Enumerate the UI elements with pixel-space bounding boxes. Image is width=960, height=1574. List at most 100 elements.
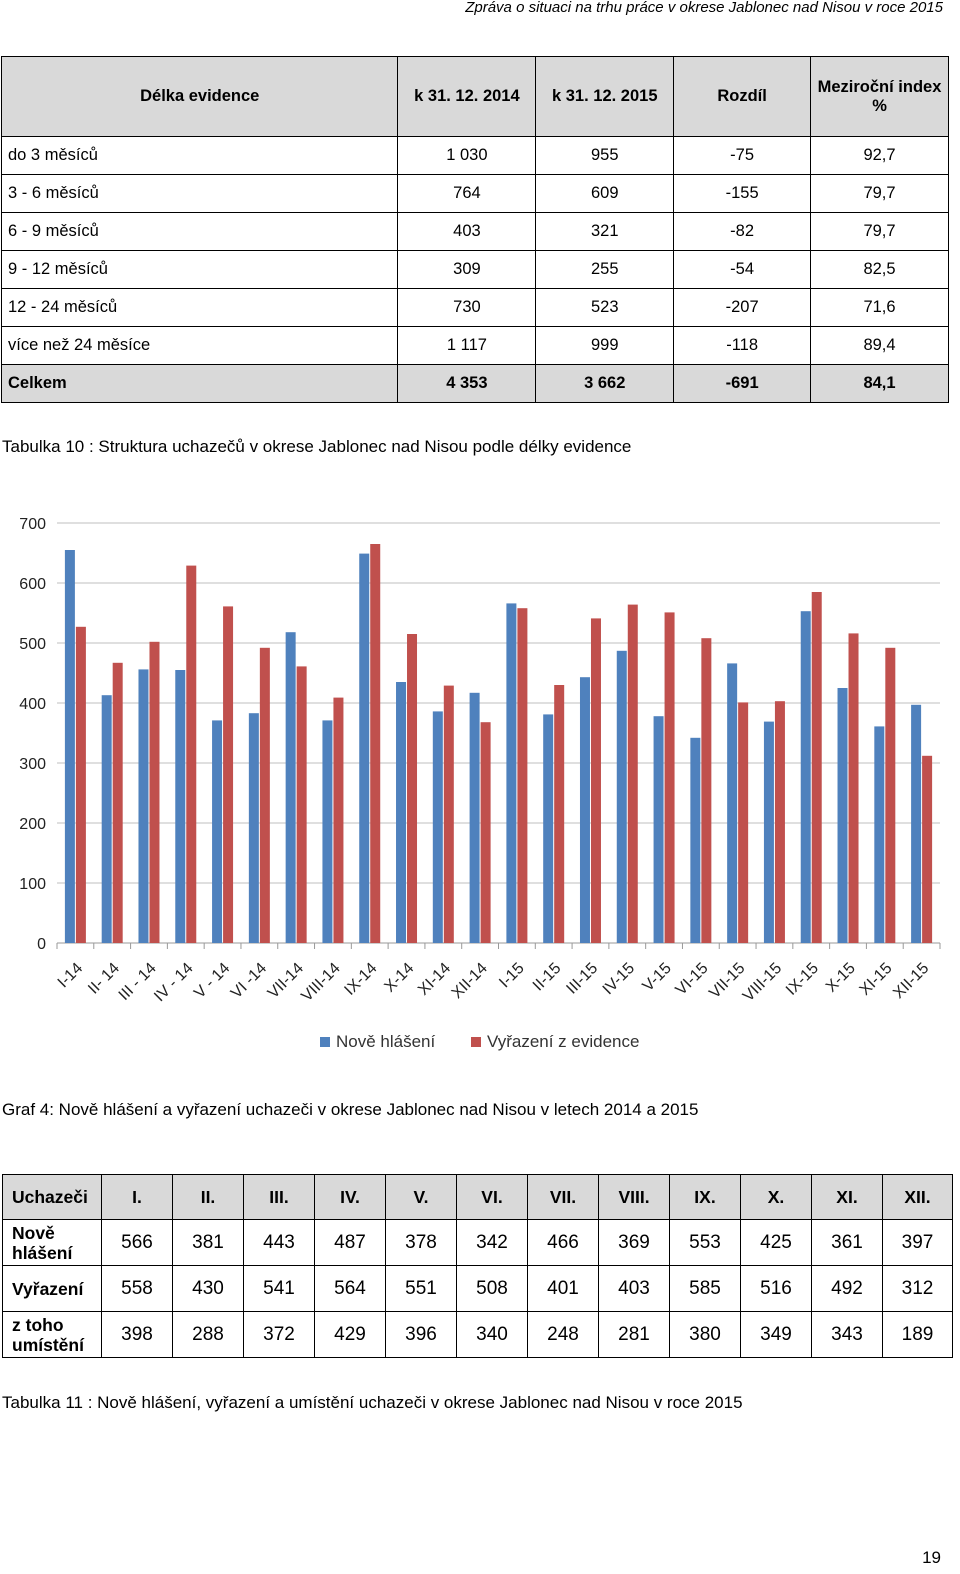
cell: 429 <box>314 1311 386 1358</box>
bar-vyrazeni <box>664 612 675 943</box>
cell: 398 <box>101 1311 173 1358</box>
column-header: IX. <box>669 1174 741 1220</box>
cell: 342 <box>456 1219 528 1266</box>
table-registration-length: Délka evidence k 31. 12. 2014 k 31. 12. … <box>0 56 949 403</box>
column-header: I. <box>101 1174 173 1220</box>
bar-nove-hlaseni <box>579 677 590 943</box>
cell: 281 <box>598 1311 670 1358</box>
bar-nove-hlaseni <box>616 650 627 943</box>
row-label: 12 - 24 měsíců <box>0 288 399 327</box>
bar-vyrazeni <box>738 702 749 943</box>
cell: 558 <box>101 1265 173 1312</box>
cell: 189 <box>882 1311 953 1358</box>
cell: 508 <box>456 1265 528 1312</box>
bar-vyrazeni <box>112 662 123 943</box>
x-tick-label: XI-14 <box>415 960 454 999</box>
x-tick-label: XII-14 <box>449 960 491 1002</box>
x-tick-label: VIII-14 <box>298 960 343 1005</box>
table-row: 9 - 12 měsíců 309 255 -54 82,5 <box>0 250 949 289</box>
bar-vyrazeni <box>259 647 270 943</box>
cell: 92,7 <box>810 136 949 175</box>
cell: 403 <box>397 212 537 251</box>
cell: 361 <box>811 1219 883 1266</box>
bar-vyrazeni <box>922 755 933 943</box>
x-tick-label: X-14 <box>381 960 417 996</box>
cell: 372 <box>243 1311 315 1358</box>
row-label: Vyřazení <box>2 1265 102 1312</box>
cell: 566 <box>101 1219 173 1266</box>
cell: 89,4 <box>810 326 949 365</box>
x-tick-label: III - 14 <box>116 960 160 1004</box>
cell: 1 030 <box>397 136 537 175</box>
column-header: X. <box>740 1174 812 1220</box>
x-tick-label: IX-15 <box>783 960 822 999</box>
table-header-row: Uchazeči I. II. III. IV. V. VI. VII. VIII. IX. X. X… <box>2 1174 953 1220</box>
x-tick-label: II-15 <box>530 960 565 995</box>
cell: 523 <box>535 288 675 327</box>
bar-nove-hlaseni <box>101 695 112 943</box>
row-label: do 3 měsíců <box>0 136 399 175</box>
bar-nove-hlaseni <box>653 716 664 943</box>
cell: 443 <box>243 1219 315 1266</box>
row-label-line: umístění <box>12 1334 84 1355</box>
cell: 585 <box>669 1265 741 1312</box>
legend-swatch <box>320 1037 330 1047</box>
x-tick-label: VIII-15 <box>740 960 785 1005</box>
y-tick-label: 0 <box>37 936 46 953</box>
bar-vyrazeni <box>223 606 234 943</box>
column-header: VIII. <box>598 1174 670 1220</box>
column-header: VII. <box>527 1174 599 1220</box>
cell: 1 117 <box>397 326 537 365</box>
bar-nove-hlaseni <box>64 550 75 943</box>
cell: 396 <box>385 1311 457 1358</box>
bar-vyrazeni <box>443 685 454 943</box>
x-tick-label: VI -14 <box>228 960 270 1002</box>
cell: 492 <box>811 1265 883 1312</box>
table-monthly-applicants: Uchazeči I. II. III. IV. V. VI. VII. VIII. IX. X. X… <box>2 1174 953 1358</box>
table-row: do 3 měsíců 1 030 955 -75 92,7 <box>0 136 949 175</box>
column-header: V. <box>385 1174 457 1220</box>
table-row: Vyřazení 558 430 541 564 551 508 401 403 585 516 49… <box>2 1265 953 1312</box>
bar-nove-hlaseni <box>469 692 480 943</box>
bar-nove-hlaseni <box>212 720 223 943</box>
x-tick-label: III-15 <box>563 960 601 998</box>
cell: 397 <box>882 1219 953 1266</box>
x-tick-label: XII-15 <box>890 960 932 1002</box>
cell: 541 <box>243 1265 315 1312</box>
x-tick-label: XI-15 <box>857 960 896 999</box>
bar-nove-hlaseni <box>506 603 517 943</box>
cell: 955 <box>535 136 675 175</box>
cell: -75 <box>673 136 812 175</box>
table-total-row: Celkem 4 353 3 662 -691 84,1 <box>0 364 949 403</box>
bar-vyrazeni <box>149 641 160 943</box>
cell: 553 <box>669 1219 741 1266</box>
bar-nove-hlaseni <box>359 553 370 943</box>
cell: 764 <box>397 174 537 213</box>
bar-nove-hlaseni <box>175 670 186 943</box>
row-label-line: Nově <box>12 1222 55 1243</box>
bar-vyrazeni <box>885 647 896 943</box>
cell: 403 <box>598 1265 670 1312</box>
x-tick-label: X-15 <box>823 960 859 996</box>
cell: 4 353 <box>397 364 537 403</box>
bar-vyrazeni <box>627 604 638 943</box>
column-header: Uchazeči <box>2 1174 102 1220</box>
cell: 288 <box>172 1311 244 1358</box>
cell: -155 <box>673 174 812 213</box>
x-tick-label: I-15 <box>496 960 528 992</box>
cell: 381 <box>172 1219 244 1266</box>
column-header: Meziroční index % <box>810 56 949 137</box>
bar-vyrazeni <box>407 634 418 943</box>
bar-vyrazeni <box>517 608 528 943</box>
bar-vyrazeni <box>296 666 307 943</box>
bar-vyrazeni <box>370 544 381 943</box>
cell: 487 <box>314 1219 386 1266</box>
cell: 255 <box>535 250 675 289</box>
cell: 79,7 <box>810 174 949 213</box>
x-tick-label: V-15 <box>640 960 675 995</box>
row-label: Celkem <box>0 364 399 403</box>
cell: 401 <box>527 1265 599 1312</box>
chart-caption: Graf 4: Nově hlášení a vyřazení uchazeči… <box>2 1100 699 1119</box>
bar-nove-hlaseni <box>874 726 885 943</box>
